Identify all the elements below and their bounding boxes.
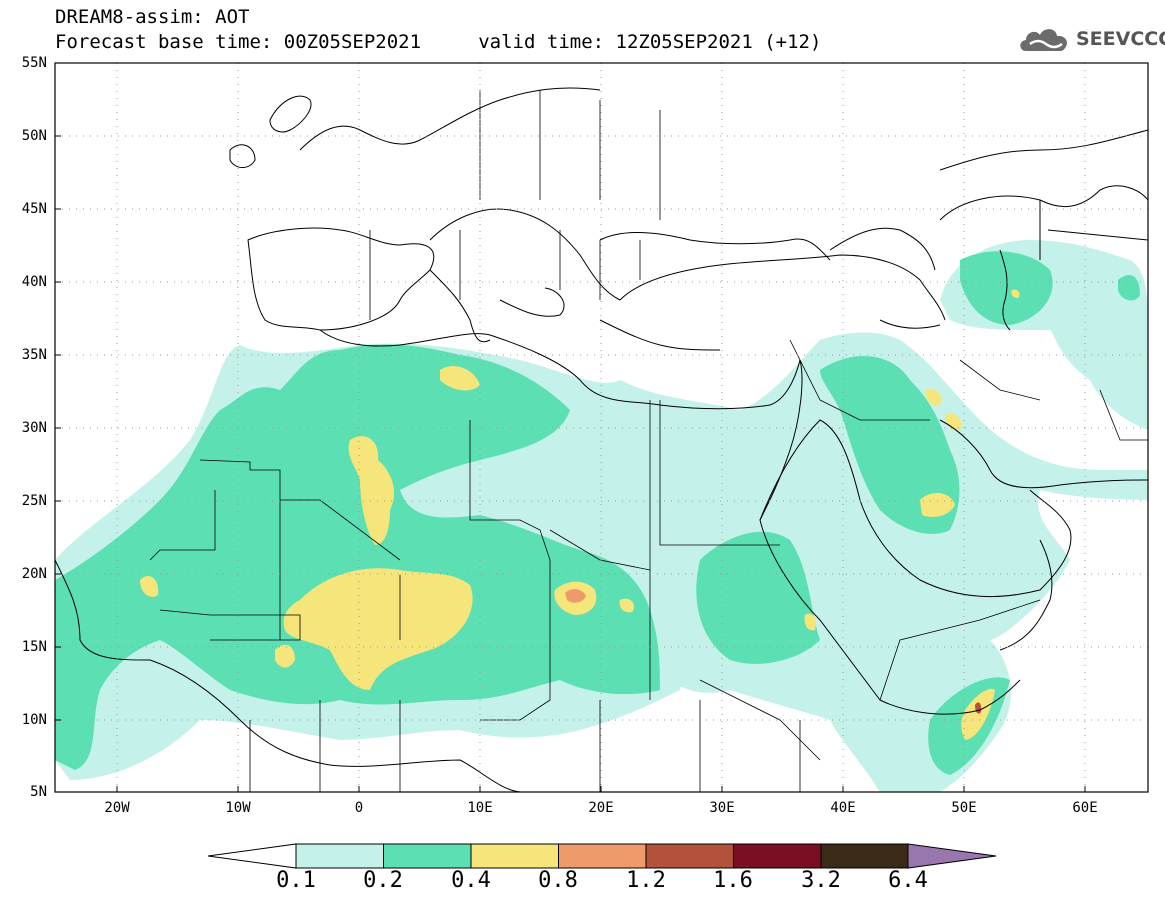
lat-label: 40N xyxy=(21,274,47,290)
aot-band-0.8 xyxy=(565,589,586,603)
lat-label: 30N xyxy=(21,420,47,436)
colorbar-label: 0.2 xyxy=(363,868,403,893)
aot-band-0.2 xyxy=(55,344,660,770)
lon-label: 10E xyxy=(467,800,493,816)
lat-label: 25N xyxy=(21,493,47,509)
lat-label: 5N xyxy=(30,784,47,800)
lat-label: 35N xyxy=(21,347,47,363)
lon-label: 10W xyxy=(225,800,251,816)
lat-label: 15N xyxy=(21,639,47,655)
colorbar-label: 6.4 xyxy=(888,868,928,893)
colorbar-label: 0.4 xyxy=(451,868,491,893)
logo-text: SEEVCCC xyxy=(1076,28,1165,50)
country-borders xyxy=(149,90,1148,792)
seevccc-logo: SEEVCCC xyxy=(1018,22,1165,56)
lat-label: 45N xyxy=(21,201,47,217)
lon-label: 0 xyxy=(354,800,364,816)
coastlines xyxy=(55,87,1148,792)
lon-label: 20W xyxy=(104,800,130,816)
cloud-icon xyxy=(1020,29,1068,51)
colorbar-label: 1.2 xyxy=(626,868,666,893)
colorbar-label: 0.8 xyxy=(538,868,578,893)
aot-band-0.4 xyxy=(283,568,473,690)
colorbar-label: 3.2 xyxy=(801,868,841,893)
lat-label: 55N xyxy=(21,55,47,71)
axis-ticks xyxy=(55,135,1086,792)
map-title: DREAM8-assim: AOT xyxy=(55,6,250,28)
lon-label: 20E xyxy=(588,800,614,816)
colorbar-label: 0.1 xyxy=(276,868,316,893)
colorbar-label: 1.6 xyxy=(713,868,753,893)
lon-label: 30E xyxy=(709,800,735,816)
lon-label: 40E xyxy=(830,800,856,816)
lat-label: 20N xyxy=(21,566,47,582)
lat-label: 10N xyxy=(21,712,47,728)
graticule xyxy=(55,63,1148,792)
forecast-time-info: Forecast base time: 00Z05SEP2021 valid t… xyxy=(55,31,822,53)
lat-label: 50N xyxy=(21,128,47,144)
lon-label: 50E xyxy=(951,800,977,816)
lon-label: 60E xyxy=(1072,800,1098,816)
aot-contours xyxy=(55,240,1148,792)
